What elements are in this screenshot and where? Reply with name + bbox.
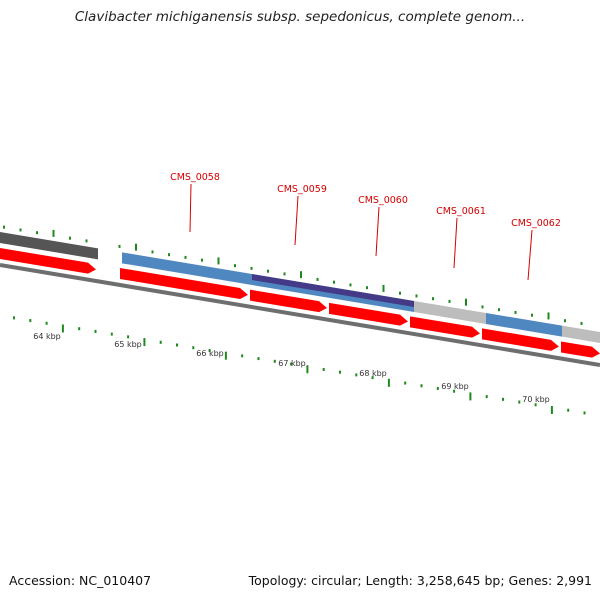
cds-arrow-4[interactable] — [329, 302, 408, 326]
scale-label: 70 kbp — [522, 395, 550, 404]
feature-layer[interactable] — [0, 232, 600, 358]
scale-label: 68 kbp — [359, 369, 387, 378]
feature-dark-1[interactable] — [0, 232, 98, 260]
cds-arrow-1[interactable] — [0, 248, 96, 274]
scale-label: 65 kbp — [114, 340, 142, 349]
gene-leader-line — [453, 217, 458, 269]
gene-label[interactable]: CMS_0062 — [511, 218, 561, 229]
backbone-line — [0, 263, 600, 367]
feature-blue-3[interactable] — [486, 313, 562, 337]
gene-leader-line — [294, 195, 299, 246]
tick-layer — [3, 225, 586, 415]
scale-label: 64 kbp — [33, 332, 61, 341]
accession-text: Accession: NC_010407 — [9, 573, 152, 588]
map-title: Clavibacter michiganensis subsp. sepedon… — [74, 9, 526, 25]
cds-arrow-3[interactable] — [250, 289, 327, 313]
gene-label[interactable]: CMS_0059 — [277, 184, 327, 195]
cds-arrow-6[interactable] — [482, 328, 559, 351]
feature-blue-1[interactable] — [122, 252, 252, 286]
scale-label: 69 kbp — [441, 382, 469, 391]
gene-label[interactable]: CMS_0060 — [358, 195, 408, 206]
feature-gray-2[interactable] — [562, 325, 600, 344]
gene-leader-line — [375, 206, 380, 257]
backbone-layer — [0, 263, 600, 367]
gene-label[interactable]: CMS_0058 — [170, 172, 220, 183]
label-layer: 64 kbp 65 kbp 66 kbp 67 kbp 68 kbp 69 kbp 70 k… — [33, 172, 561, 404]
topology-summary: Topology: circular; Length: 3,258,645 bp… — [248, 573, 592, 588]
scale-label: 67 kbp — [278, 359, 306, 368]
gene-leader-line — [527, 229, 533, 281]
cds-arrow-7[interactable] — [561, 341, 600, 358]
gene-leader-line — [189, 183, 192, 233]
scale-label: 66 kbp — [196, 349, 224, 358]
cds-arrow-2[interactable] — [120, 268, 248, 300]
gene-label[interactable]: CMS_0061 — [436, 206, 486, 217]
cds-arrow-5[interactable] — [410, 316, 480, 338]
feature-purple-1[interactable] — [252, 274, 414, 308]
feature-gray-1[interactable] — [414, 301, 486, 325]
